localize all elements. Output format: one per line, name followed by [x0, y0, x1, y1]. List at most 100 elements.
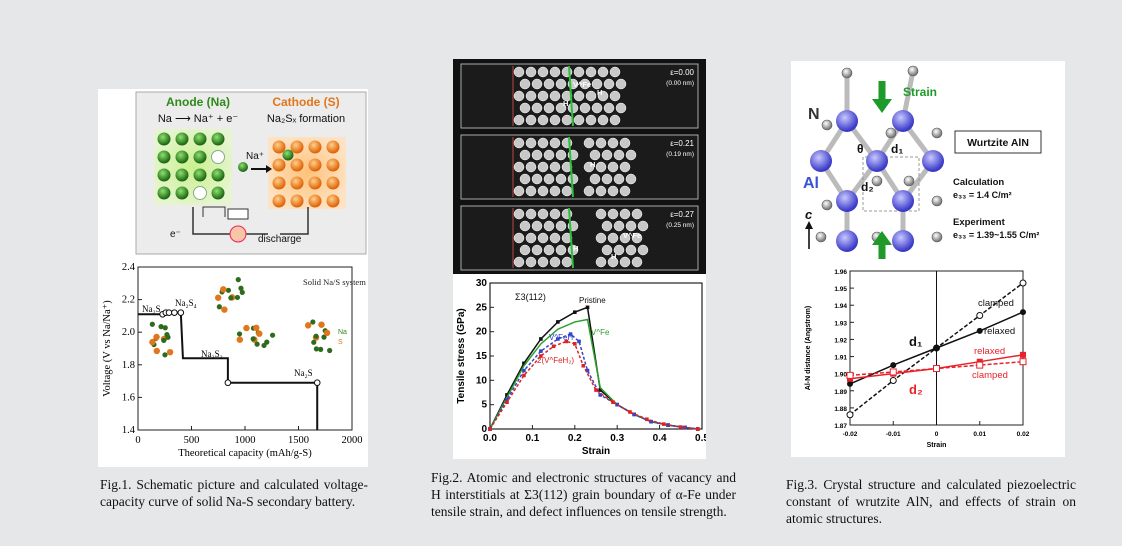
fe-atom: [601, 220, 613, 232]
cathode-reaction: Na₂Sₓ formation: [267, 113, 345, 125]
c-axis-arrowhead-icon: [805, 221, 813, 229]
na-atom: [211, 150, 225, 164]
fe-atom: [597, 114, 609, 126]
inset-atom: [236, 331, 243, 337]
n-atom: [931, 231, 943, 243]
x-axis-title: Theoretical capacity (mAh/g-S): [178, 448, 312, 459]
n-atom: [931, 195, 943, 207]
al-atom: [836, 230, 858, 252]
stress-marker: [505, 400, 509, 405]
cathode-title: Cathode (S): [272, 95, 339, 109]
fe-atom: [549, 66, 561, 78]
na-atom: [193, 168, 207, 182]
ion-arrowhead-icon: [266, 165, 272, 173]
inset-atom: [162, 352, 168, 358]
fe-atom: [549, 256, 561, 268]
n-atom: [903, 175, 915, 187]
fe-atom: [595, 185, 607, 197]
fe-atom: [613, 244, 625, 256]
stress-curve: [489, 306, 698, 430]
s-atom: [290, 140, 304, 154]
y-tick-label: 1.94: [834, 303, 847, 310]
fe-atom: [531, 173, 543, 185]
y-tick-label: 1.88: [834, 406, 847, 413]
inset-atom: [165, 334, 171, 340]
theta-label: θ: [857, 142, 864, 156]
y-tick-label: 1.91: [834, 355, 847, 362]
stress-marker: [679, 425, 683, 429]
n-atom: [841, 67, 853, 79]
fe-atom: [561, 256, 573, 268]
distance-marker: [889, 368, 897, 376]
fig1-plot: 0 500 1000 1500 2000 1.4 1.6 1.8 2.0 2.2 2.4 Theore…: [102, 262, 363, 459]
fe-atom: [613, 173, 625, 185]
curve-marker: [177, 309, 185, 316]
s-atom-label: S: [338, 339, 343, 346]
inset-atom: [250, 336, 256, 342]
fe-atom: [519, 173, 531, 185]
exp-title: Experiment: [953, 217, 1006, 228]
fe-atom: [631, 208, 643, 220]
fe-atom: [549, 114, 561, 126]
crystal-structure: [810, 65, 944, 252]
distance-marker: [1019, 358, 1027, 366]
x-tick-label: -0.01: [886, 431, 901, 438]
d1-plot-label: d₁: [909, 334, 922, 349]
inset-atom: [269, 332, 276, 338]
inset-atom: [243, 324, 250, 332]
y-tick-label: 1.6: [122, 392, 135, 403]
fe-atom: [513, 208, 525, 220]
anode-reaction: Na ⟶ Na⁺ + e⁻: [158, 113, 238, 125]
y-tick-label: 0: [481, 424, 487, 435]
fe-atom: [585, 114, 597, 126]
y-tick-label: 1.95: [834, 286, 847, 293]
fe-atom: [589, 149, 601, 161]
inset-atom: [321, 334, 327, 340]
cathode-atoms: [272, 140, 340, 208]
x-tick-label: 0.02: [1017, 431, 1030, 438]
distance-marker: [933, 365, 940, 373]
stress-marker: [505, 393, 509, 397]
gb-image-frame: [460, 205, 699, 271]
fe-atom: [513, 137, 525, 149]
curve-marker: [313, 379, 321, 387]
fe-atom: [555, 149, 567, 161]
stress-marker: [551, 344, 556, 349]
x-tick-label: 0.1: [525, 433, 539, 444]
stress-marker: [598, 393, 603, 397]
fe-atom: [543, 244, 555, 256]
na-atom: [157, 168, 171, 182]
fe-atom: [555, 220, 567, 232]
fe-atom: [637, 244, 649, 256]
fe-atom: [607, 256, 619, 268]
y-tick-label: 1.93: [834, 320, 847, 327]
fe-atom: [525, 185, 537, 197]
fig2-caption: Fig.2. Atomic and electronic structures …: [431, 470, 736, 519]
fe-atom: [513, 161, 525, 173]
fe-atom: [555, 173, 567, 185]
inset-atom: [153, 347, 160, 355]
y-axis-title: Voltage (V vs Na/Na⁺): [102, 300, 113, 397]
na-atom-label: Na: [338, 329, 347, 336]
gb-image-frame: [460, 134, 699, 200]
fe-atom: [561, 114, 573, 126]
distance-marker: [976, 361, 984, 369]
inset-atom: [239, 289, 245, 295]
curve-marker: [224, 379, 232, 387]
al-atom: [836, 190, 858, 212]
na-atom: [157, 132, 171, 146]
length-value: (0.19 nm): [666, 151, 694, 158]
fe-atom: [537, 66, 549, 78]
x-tick-label: 0.0: [483, 433, 497, 444]
unit-cell: [862, 156, 920, 212]
distance-marker: [846, 371, 854, 379]
fe-atom: [619, 232, 631, 244]
s-atom: [326, 140, 340, 154]
inset-atom: [256, 330, 263, 337]
fe-atom: [613, 149, 625, 161]
inset-atom: [221, 306, 228, 313]
battery-icon: [202, 206, 226, 217]
al-atom: [866, 150, 888, 172]
na-ion-icon: [238, 162, 248, 172]
y-tick-label: 10: [476, 375, 488, 386]
